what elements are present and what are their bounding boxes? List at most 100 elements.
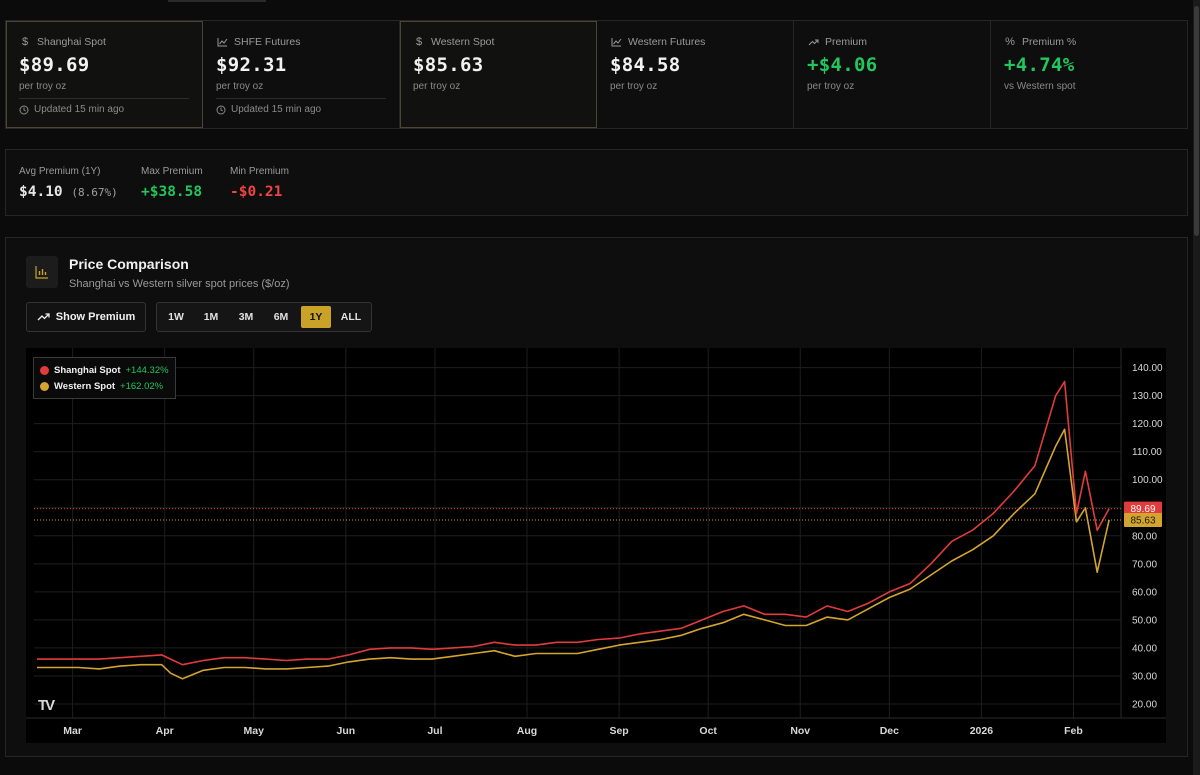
card-value: +$4.06 [807, 54, 878, 76]
stat-value: -$0.21 [230, 184, 283, 200]
legend-item-shanghai[interactable]: Shanghai Spot +144.32% [40, 362, 169, 378]
x-tick-label: Apr [156, 725, 174, 737]
range-3m-button[interactable]: 3M [238, 311, 254, 323]
y-tick-label: 50.00 [1132, 615, 1157, 626]
x-tick-label: Mar [63, 725, 82, 737]
legend-name: Shanghai Spot [54, 364, 121, 376]
legend-dot-western [40, 381, 49, 391]
range-1m-button[interactable]: 1M [203, 311, 219, 323]
card-divider [216, 98, 386, 99]
card-unit: vs Western spot [1004, 81, 1076, 92]
series-line-shanghai [37, 380, 1110, 666]
stat-value: +$38.58 [141, 184, 203, 200]
y-tick-label: 120.00 [1132, 419, 1163, 430]
card-unit: per troy oz [807, 81, 855, 92]
y-tick-label: 40.00 [1132, 643, 1157, 654]
card-shanghai-spot[interactable]: $ Shanghai Spot $89.69 per troy oz Updat… [6, 21, 203, 128]
dollar-icon: $ [21, 36, 29, 48]
stat-max-premium: Max Premium +$38.58 [141, 166, 203, 200]
card-western-spot[interactable]: $ Western Spot $85.63 per troy oz [400, 21, 597, 128]
legend-item-western[interactable]: Western Spot +162.02% [40, 378, 169, 394]
updated-text: Updated 15 min ago [34, 104, 125, 115]
x-tick-label: Oct [699, 725, 717, 737]
card-label: Western Spot [431, 36, 495, 48]
range-all-button[interactable]: ALL [340, 311, 362, 323]
card-unit: per troy oz [610, 81, 658, 92]
percent-icon: % [1005, 36, 1015, 48]
y-tick-label: 30.00 [1132, 671, 1157, 682]
stat-sub-value: (8.67%) [71, 186, 118, 199]
card-premium[interactable]: Premium +$4.06 per troy oz [794, 21, 991, 128]
stat-avg-premium: Avg Premium (1Y) $4.10 (8.67%) [19, 166, 118, 200]
x-tick-label: Feb [1064, 725, 1083, 737]
x-tick-label: Nov [790, 725, 810, 737]
x-tick-label: 2026 [970, 725, 994, 737]
price-comparison-panel: Price Comparison Shanghai vs Western sil… [5, 237, 1188, 757]
show-premium-button[interactable]: Show Premium [26, 302, 146, 332]
last-price-tag-western [1124, 513, 1162, 528]
card-divider [19, 98, 189, 99]
range-6m-button[interactable]: 6M [273, 311, 289, 323]
panel-title: Price Comparison [69, 256, 189, 272]
stat-value: $4.10 [19, 184, 63, 200]
price-chart[interactable]: 140.00130.00120.00110.00100.0090.0080.00… [26, 348, 1166, 743]
chart-legend: Shanghai Spot +144.32% Western Spot +162… [33, 357, 176, 399]
legend-name: Western Spot [54, 380, 116, 392]
card-western-futures[interactable]: Western Futures $84.58 per troy oz [597, 21, 794, 128]
last-price-label-shanghai: 89.69 [1130, 504, 1155, 515]
legend-change: +162.02% [120, 380, 164, 392]
y-tick-label: 100.00 [1132, 475, 1163, 486]
card-unit: per troy oz [19, 81, 67, 92]
range-1y-button[interactable]: 1Y [301, 306, 331, 328]
trending-up-icon [37, 313, 50, 321]
series-line-western [37, 428, 1110, 680]
x-tick-label: Dec [880, 725, 899, 737]
card-shfe-futures[interactable]: SHFE Futures $92.31 per troy oz Updated … [203, 21, 400, 128]
range-1w-button[interactable]: 1W [168, 311, 184, 323]
card-value: $92.31 [216, 54, 287, 76]
last-price-label-western: 85.63 [1130, 516, 1155, 527]
tradingview-logo[interactable]: TV [38, 697, 55, 714]
show-premium-label: Show Premium [55, 311, 136, 323]
card-unit: per troy oz [216, 81, 264, 92]
card-label: Western Futures [628, 36, 706, 48]
panel-subtitle: Shanghai vs Western silver spot prices (… [69, 278, 290, 290]
x-tick-label: Jul [427, 725, 442, 737]
card-label: Premium [825, 36, 868, 48]
clock-icon [216, 105, 226, 114]
stat-label: Max Premium [141, 166, 203, 177]
top-tab-indicator [168, 0, 266, 2]
card-value: +4.74% [1004, 54, 1075, 76]
page-scrollbar[interactable] [1193, 0, 1200, 775]
x-tick-label: Sep [609, 725, 628, 737]
stat-label: Avg Premium (1Y) [19, 166, 101, 177]
stat-label: Min Premium [230, 166, 289, 177]
x-tick-label: Jun [337, 725, 356, 737]
x-tick-label: Aug [517, 725, 537, 737]
card-premium-percent[interactable]: % Premium % +4.74% vs Western spot [991, 21, 1187, 128]
card-label: Shanghai Spot [37, 36, 106, 48]
price-cards: $ Shanghai Spot $89.69 per troy oz Updat… [5, 20, 1188, 129]
scrollbar-thumb[interactable] [1194, 6, 1199, 236]
chart-svg[interactable]: 140.00130.00120.00110.00100.0090.0080.00… [26, 348, 1166, 743]
chart-line-icon [216, 37, 228, 47]
y-tick-label: 60.00 [1132, 587, 1157, 598]
range-selector: 1W 1M 3M 6M 1Y ALL [156, 302, 372, 332]
premium-stats: Avg Premium (1Y) $4.10 (8.67%) Max Premi… [5, 149, 1188, 216]
card-value: $85.63 [413, 54, 484, 76]
x-tick-label: May [244, 725, 265, 737]
card-label: Premium % [1022, 36, 1077, 48]
legend-change: +144.32% [125, 364, 169, 376]
y-tick-label: 110.00 [1132, 447, 1162, 458]
legend-dot-shanghai [40, 365, 49, 375]
card-value: $84.58 [610, 54, 681, 76]
y-tick-label: 20.00 [1132, 699, 1157, 710]
y-tick-label: 80.00 [1132, 531, 1157, 542]
y-tick-label: 70.00 [1132, 559, 1157, 570]
card-label: SHFE Futures [234, 36, 301, 48]
stat-min-premium: Min Premium -$0.21 [230, 166, 289, 200]
card-value: $89.69 [19, 54, 90, 76]
last-price-tag-shanghai [1124, 501, 1162, 516]
card-unit: per troy oz [413, 81, 461, 92]
y-tick-label: 140.00 [1132, 363, 1163, 374]
